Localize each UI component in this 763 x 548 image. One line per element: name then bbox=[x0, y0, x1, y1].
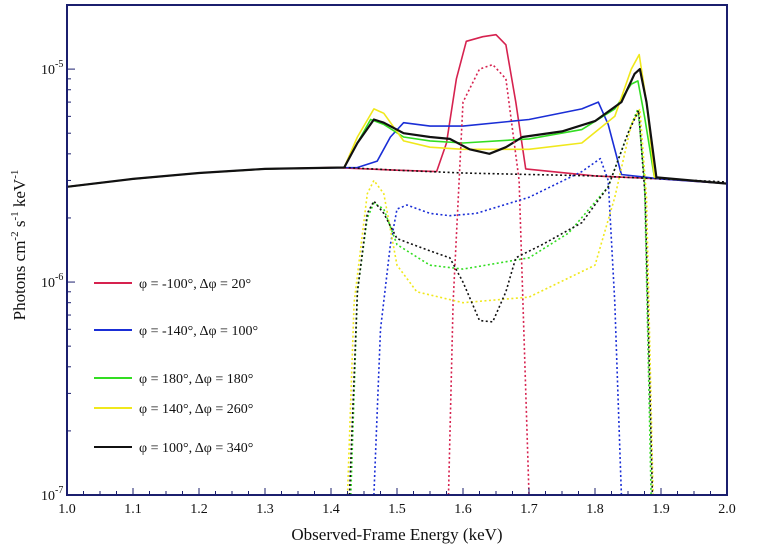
x-tick-label: 1.8 bbox=[586, 502, 604, 517]
series-line-6 bbox=[447, 63, 530, 496]
y-axis-ticks: 10-5 10-6 10-7 bbox=[41, 59, 75, 504]
series-line-7 bbox=[373, 157, 623, 496]
series-line-11 bbox=[344, 166, 728, 183]
x-tick-label: 1.9 bbox=[652, 502, 670, 517]
legend-label: φ = -100°, Δφ = 20° bbox=[139, 277, 251, 292]
legend-label: φ = 140°, Δφ = 260° bbox=[139, 402, 253, 417]
x-tick-label: 1.5 bbox=[388, 502, 406, 517]
series-line-5 bbox=[66, 68, 728, 188]
x-tick-label: 1.6 bbox=[454, 502, 472, 517]
legend-label: φ = 100°, Δφ = 340° bbox=[139, 441, 253, 456]
x-tick-label: 1.4 bbox=[322, 502, 340, 517]
x-tick-label: 1.2 bbox=[190, 502, 208, 517]
x-tick-label: 1.7 bbox=[520, 502, 538, 517]
x-tick-label: 1.1 bbox=[124, 502, 142, 517]
series-line-4 bbox=[66, 53, 728, 188]
x-tick-label: 2.0 bbox=[718, 502, 736, 517]
series-line-10 bbox=[348, 109, 654, 496]
legend: φ = -100°, Δφ = 20° φ = -140°, Δφ = 100° φ… bbox=[94, 277, 258, 456]
plot-lines bbox=[66, 33, 728, 496]
x-axis-title: Observed-Frame Energy (keV) bbox=[291, 525, 502, 544]
series-line-9 bbox=[346, 108, 654, 496]
y-tick-label: 10-5 bbox=[41, 59, 63, 78]
legend-label: φ = 180°, Δφ = 180° bbox=[139, 372, 253, 387]
series-line-1 bbox=[66, 33, 728, 188]
legend-label: φ = -140°, Δφ = 100° bbox=[139, 324, 258, 339]
x-tick-label: 1.3 bbox=[256, 502, 274, 517]
series-line-8 bbox=[350, 108, 652, 496]
y-axis-title: Photons cm-2 s-1 keV-1 bbox=[9, 170, 29, 321]
y-tick-label: 10-6 bbox=[41, 272, 63, 291]
y-tick-label: 10-7 bbox=[41, 485, 63, 504]
x-axis-ticks: 1.0 1.1 1.2 1.3 1.4 1.5 1.6 1.7 1.8 1.9 2.0 bbox=[58, 488, 736, 517]
series-line-2 bbox=[66, 101, 728, 188]
x-tick-label: 1.0 bbox=[58, 502, 76, 517]
